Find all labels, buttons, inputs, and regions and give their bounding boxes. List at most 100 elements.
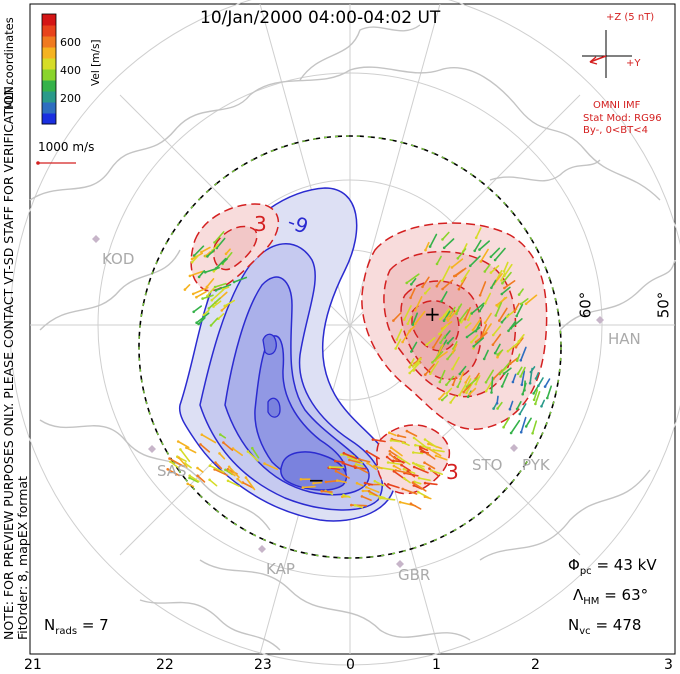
velocity-vector-origin — [466, 395, 470, 399]
velocity-vector — [301, 485, 316, 489]
velocity-vector-origin — [176, 440, 180, 443]
velocity-vector-origin — [441, 238, 444, 241]
velocity-vector-origin — [342, 493, 345, 497]
velocity-vector-origin — [435, 284, 439, 288]
velocity-vector-origin — [328, 465, 332, 469]
velocity-vector-origin — [493, 258, 497, 262]
velocity-vector-origin — [226, 479, 230, 483]
velocity-vector — [441, 265, 451, 282]
velocity-vector — [490, 265, 500, 274]
velocity-vector — [507, 340, 521, 353]
mlt-hour-1: 1 — [432, 657, 441, 673]
velocity-vector — [534, 390, 541, 405]
velocity-vector-origin — [465, 335, 469, 339]
contour-label-positive-top: 3 — [254, 212, 267, 236]
velocity-vector-origin — [191, 292, 195, 296]
velocity-vector — [438, 323, 449, 335]
velocity-vector — [185, 446, 197, 454]
velocity-vector-origin — [438, 380, 442, 384]
velocity-vector — [500, 286, 511, 295]
velocity-vector — [403, 472, 419, 477]
velocity-vector-origin — [405, 429, 409, 433]
velocity-vector-origin — [471, 328, 475, 332]
velocity-vector-origin — [341, 461, 345, 465]
site-label-kod: KOD — [102, 250, 135, 268]
velocity-vector-origin — [492, 407, 495, 410]
velocity-vector — [474, 375, 481, 385]
velocity-vector — [373, 465, 383, 470]
velocity-vector — [447, 309, 458, 322]
velocity-vector-origin — [489, 255, 493, 259]
velocity-vector — [361, 495, 372, 502]
velocity-vector-origin — [429, 372, 432, 376]
velocity-vector — [492, 325, 502, 336]
velocity-vector-origin — [435, 262, 439, 266]
velocity-vector-origin — [528, 381, 532, 385]
velocity-vector-origin — [449, 401, 452, 404]
velocity-vector — [188, 477, 199, 483]
velocity-vector — [445, 375, 455, 386]
velocity-vector — [387, 461, 403, 466]
velocity-vector — [263, 462, 279, 471]
velocity-vector-origin — [519, 375, 522, 378]
velocity-vector-origin — [387, 483, 390, 486]
site-label-han: HAN — [608, 330, 641, 348]
velocity-vector-origin — [186, 482, 189, 486]
velocity-vector-origin — [251, 446, 254, 450]
velocity-vector-origin — [474, 329, 478, 333]
velocity-vector-origin — [515, 314, 518, 318]
velocity-vector — [312, 481, 323, 485]
velocity-vector — [168, 457, 184, 467]
velocity-vector — [199, 443, 211, 453]
velocity-vector — [179, 448, 191, 463]
velocity-vector — [192, 286, 209, 295]
velocity-vector — [432, 449, 445, 453]
velocity-vector-origin — [190, 261, 194, 264]
velocity-vector — [414, 444, 431, 449]
velocity-vector-origin — [484, 389, 488, 393]
velocity-vector — [424, 482, 438, 486]
colorbar-segment — [42, 25, 56, 37]
velocity-vector-origin — [491, 343, 495, 347]
velocity-vector-origin — [484, 381, 488, 384]
velocity-vector-origin — [463, 317, 467, 321]
velocity-vector-origin — [502, 270, 506, 273]
velocity-vector — [520, 416, 527, 434]
velocity-vector — [472, 318, 482, 331]
lambda-symbol: Λ — [573, 586, 584, 604]
velocity-vector-origin — [432, 448, 435, 452]
velocity-vector-origin — [388, 449, 392, 453]
velocity-vector-origin — [367, 490, 371, 493]
velocity-vector-origin — [410, 350, 413, 353]
velocity-vector — [537, 377, 544, 387]
velocity-vector — [224, 468, 234, 476]
velocity-vector-origin — [232, 280, 236, 284]
potential-maximum-marker: + — [424, 302, 441, 326]
velocity-vector-origin — [428, 467, 431, 470]
velocity-vector — [227, 479, 240, 488]
velocity-vector — [425, 337, 436, 346]
velocity-vector-origin — [363, 481, 367, 485]
velocity-vector — [429, 360, 440, 375]
velocity-vector — [484, 312, 492, 324]
velocity-vector-origin — [214, 461, 217, 464]
velocity-vector-origin — [219, 433, 222, 436]
velocity-vector-origin — [440, 398, 444, 402]
velocity-vector-origin — [196, 466, 199, 470]
velocity-vector — [483, 349, 489, 360]
velocity-vector — [424, 363, 435, 376]
velocity-vector — [498, 361, 511, 375]
velocity-vector — [392, 459, 406, 463]
velocity-vector-origin — [412, 461, 415, 465]
velocity-vector — [472, 337, 485, 348]
velocity-vector-origin — [192, 310, 195, 314]
velocity-vector-origin — [200, 250, 203, 254]
velocity-vector — [475, 322, 481, 332]
velocity-vector-origin — [366, 461, 369, 465]
velocity-vector-origin — [263, 462, 266, 465]
velocity-vector-origin — [450, 266, 454, 269]
velocity-vector — [509, 400, 514, 411]
colorbar-segment — [42, 80, 56, 92]
velocity-vector — [517, 333, 525, 343]
velocity-vector-origin — [408, 371, 412, 375]
